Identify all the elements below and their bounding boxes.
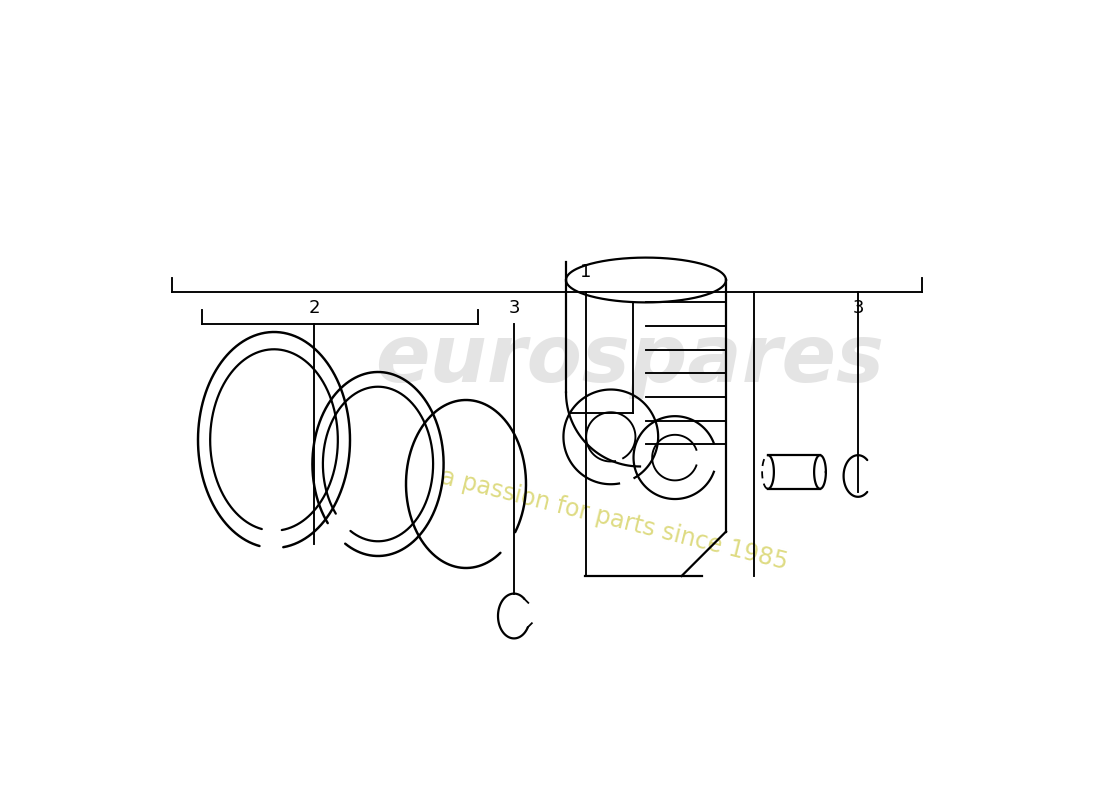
Text: eurospares: eurospares	[375, 321, 884, 399]
Text: 3: 3	[852, 299, 864, 317]
Text: 2: 2	[308, 299, 320, 317]
Text: 1: 1	[581, 263, 592, 281]
Text: 3: 3	[508, 299, 519, 317]
Text: a passion for parts since 1985: a passion for parts since 1985	[438, 465, 790, 575]
